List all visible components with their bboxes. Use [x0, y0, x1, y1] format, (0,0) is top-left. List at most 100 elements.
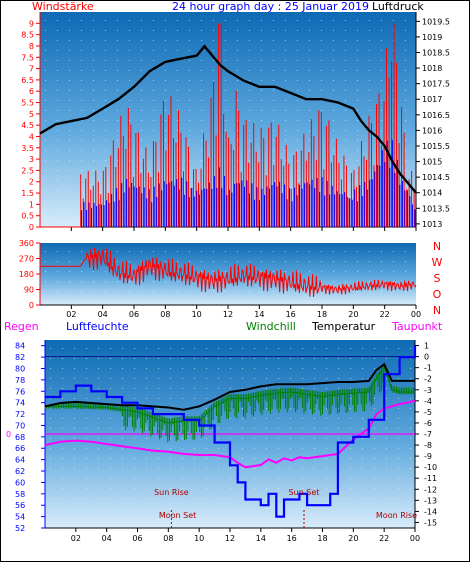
right-tick-label: -7	[424, 430, 432, 439]
right-tick-label: 1017	[422, 95, 442, 104]
left-tick-label: 180	[19, 270, 34, 279]
right-tick-label: 1017.5	[422, 80, 450, 89]
left-tick-label: 66	[15, 444, 25, 453]
x-tick-label: 14	[256, 534, 266, 543]
right-tick-label: -1	[424, 364, 432, 373]
right-tick-label: -8	[424, 441, 432, 450]
x-tick-label: 04	[98, 310, 108, 319]
left-tick-label: 0	[29, 223, 34, 232]
right-tick-label: 1019.5	[422, 17, 450, 26]
left-tick-label: 2	[29, 178, 34, 187]
wind-pressure-chart: 0 0.5 1 1.5 2 2.5 3 3.5 4 4.5 5 5.5 6 6.5 7 7.5 8 8.5 9 101…	[21, 12, 450, 232]
x-tick-label: 10	[192, 310, 202, 319]
left-tick-label: 270	[19, 255, 34, 264]
right-tick-label: -15	[424, 518, 437, 527]
x-tick-label: 02	[66, 310, 76, 319]
right-tick-label: -5	[424, 408, 432, 417]
left-tick-label: 9	[29, 19, 34, 28]
astro-label: Sun Rise	[154, 488, 189, 497]
graph-title: 24 hour graph day : 25 Januar 2019	[172, 0, 369, 13]
left-tick-label: 0	[29, 301, 34, 310]
compass-label: N	[433, 240, 441, 253]
right-tick-label: -14	[424, 507, 437, 516]
left-tick-label: 1.5	[21, 189, 34, 198]
right-tick-label: -3	[424, 386, 432, 395]
x-tick-label: 18	[317, 310, 327, 319]
humidity-line	[45, 345, 417, 518]
x-tick-label: 08	[163, 534, 173, 543]
legend-taupunkt: Taupunkt	[392, 320, 443, 333]
right-tick-label: 1016	[422, 126, 442, 135]
x-tick-label: 00	[410, 534, 420, 543]
compass-label: W	[432, 256, 443, 269]
left-tick-label: 64	[15, 456, 25, 465]
legend-temperatur: Temperatur	[312, 320, 376, 333]
right-tick-label: -12	[424, 485, 437, 494]
compass-label: N	[433, 304, 441, 317]
right-tick-label: 1015	[422, 158, 442, 167]
astro-label: Moon Rise	[376, 511, 417, 520]
left-tick-label: 6	[29, 87, 34, 96]
left-tick-label: 72	[15, 410, 25, 419]
pressure-line	[39, 44, 417, 194]
x-tick-label: 08	[160, 310, 170, 319]
left-tick-label: 3	[29, 155, 34, 164]
right-tick-label: -11	[424, 474, 437, 483]
right-tick-label: 1019	[422, 33, 442, 42]
x-tick-label: 10	[194, 534, 204, 543]
x-tick-label: 02	[71, 534, 81, 543]
astro-label: Sun Set	[289, 488, 320, 497]
x-tick-label: 06	[132, 534, 142, 543]
compass-label: S	[434, 272, 441, 285]
left-tick-label: 80	[15, 364, 25, 373]
right-tick-label: 1014.5	[422, 173, 450, 182]
x-tick-label: 12	[223, 310, 233, 319]
left-tick-label: 0.5	[21, 212, 34, 221]
left-tick-label: 5	[29, 110, 34, 119]
x-tick-label: 00	[411, 310, 421, 319]
left-tick-label: 74	[15, 399, 25, 408]
x-tick-label: 16	[286, 310, 296, 319]
left-tick-label: 52	[15, 524, 25, 533]
right-tick-label: -2	[424, 375, 432, 384]
right-tick-label: -6	[424, 419, 432, 428]
compass-label: O	[433, 288, 442, 301]
left-tick-label: 84	[15, 342, 25, 351]
x-tick-label: 06	[129, 310, 139, 319]
legend-regen: Regen	[4, 320, 39, 333]
left-tick-label: 5.5	[21, 99, 34, 108]
x-tick-label: 22	[380, 310, 390, 319]
x-tick-label: 20	[348, 534, 358, 543]
right-tick-label: 1013	[422, 220, 442, 229]
left-tick-label: 3.5	[21, 144, 34, 153]
legend-windchill: Windchill	[246, 320, 296, 333]
plot-background	[40, 243, 416, 305]
left-tick-label: 70	[15, 421, 25, 430]
windstaerke-label: Windstärke	[32, 0, 94, 13]
left-tick-label: 58	[15, 490, 25, 499]
left-tick-label: 2.5	[21, 166, 34, 175]
left-tick-label: 1	[29, 200, 34, 209]
left-tick-label: 56	[15, 501, 25, 510]
right-tick-label: 1014	[422, 189, 442, 198]
rain-zero-label: 0	[6, 430, 11, 439]
left-tick-label: 8.5	[21, 31, 34, 40]
left-tick-label: 6.5	[21, 76, 34, 85]
left-tick-label: 62	[15, 467, 25, 476]
right-tick-label: 1013.5	[422, 204, 450, 213]
right-tick-label: 1015.5	[422, 142, 450, 151]
left-tick-label: 78	[15, 376, 25, 385]
left-tick-label: 60	[15, 478, 25, 487]
left-tick-label: 7.5	[21, 53, 34, 62]
x-tick-label: 12	[225, 534, 235, 543]
right-tick-label: 1018.5	[422, 49, 450, 58]
right-tick-label: -13	[424, 496, 437, 505]
temperature-line	[44, 362, 415, 411]
left-tick-label: 76	[15, 387, 25, 396]
right-tick-label: 0	[424, 353, 429, 362]
left-tick-label: 4.5	[21, 121, 34, 130]
x-tick-label: 16	[287, 534, 297, 543]
right-tick-label: 1018	[422, 64, 442, 73]
